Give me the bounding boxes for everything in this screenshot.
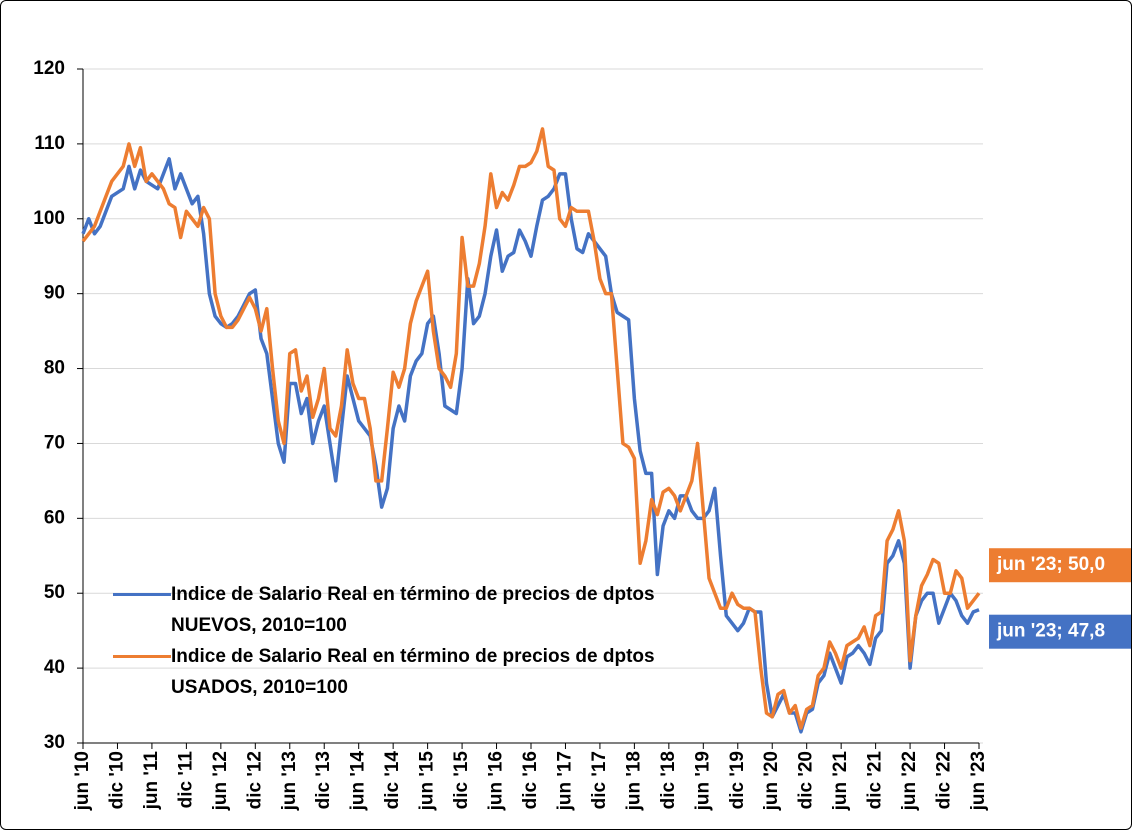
y-tick-label: 30 xyxy=(44,732,65,753)
y-tick-label: 70 xyxy=(44,432,65,453)
legend: Indice de Salario Real en término de pre… xyxy=(113,579,691,703)
x-tick-label: dic '14 xyxy=(382,751,403,810)
y-tick-label: 50 xyxy=(44,582,65,603)
x-tick-label: jun '11 xyxy=(141,751,162,811)
y-tick-label: 80 xyxy=(44,358,65,379)
y-tick-label: 110 xyxy=(34,133,65,154)
y-tick-label: 40 xyxy=(44,657,65,678)
y-tick-label: 60 xyxy=(44,507,65,528)
x-tick-label: jun '17 xyxy=(554,751,575,811)
value-label-box xyxy=(989,548,1131,583)
x-tick-label: jun '20 xyxy=(761,751,782,811)
x-tick-label: dic '13 xyxy=(313,751,334,809)
x-tick-label: dic '11 xyxy=(175,751,196,809)
x-tick-label: dic '17 xyxy=(589,751,610,809)
series-line xyxy=(81,157,980,734)
value-label: jun '23; 50,0 xyxy=(996,554,1105,575)
y-tick-label: 90 xyxy=(44,283,65,304)
value-label: jun '23; 47,8 xyxy=(996,621,1105,642)
x-tick-label: jun '10 xyxy=(72,751,93,811)
y-tick-label: 120 xyxy=(33,58,65,79)
x-tick-label: jun '19 xyxy=(692,751,713,811)
x-tick-label: dic '10 xyxy=(106,751,127,809)
x-tick-label: dic '19 xyxy=(727,751,748,809)
value-label-box xyxy=(989,614,1131,649)
legend-swatch xyxy=(113,655,171,658)
x-tick-label: jun '15 xyxy=(417,751,438,812)
x-tick-label: jun '21 xyxy=(830,751,851,812)
legend-label: Indice de Salario Real en término de pre… xyxy=(171,646,655,698)
x-tick-label: jun '13 xyxy=(279,751,300,811)
x-tick-label: jun '14 xyxy=(348,751,369,812)
x-tick-label: jun '22 xyxy=(899,751,920,811)
legend-label: Indice de Salario Real en término de pre… xyxy=(171,584,655,636)
y-tick-label: 100 xyxy=(33,208,65,229)
x-tick-label: jun '18 xyxy=(623,751,644,811)
legend-swatch xyxy=(113,593,171,596)
legend-item: Indice de Salario Real en término de pre… xyxy=(113,641,691,703)
x-tick-label: dic '12 xyxy=(244,751,265,809)
x-tick-label: dic '18 xyxy=(658,751,679,809)
x-tick-label: jun '16 xyxy=(486,751,507,811)
series-line xyxy=(81,127,981,730)
x-tick-label: dic '16 xyxy=(520,751,541,809)
x-tick-label: dic '21 xyxy=(865,751,886,810)
x-tick-label: jun '23 xyxy=(968,751,989,811)
x-tick-label: dic '22 xyxy=(934,751,955,809)
legend-item: Indice de Salario Real en término de pre… xyxy=(113,579,691,641)
x-tick-label: dic '20 xyxy=(796,751,817,809)
x-tick-label: jun '12 xyxy=(210,751,231,811)
x-tick-label: dic '15 xyxy=(451,751,472,810)
